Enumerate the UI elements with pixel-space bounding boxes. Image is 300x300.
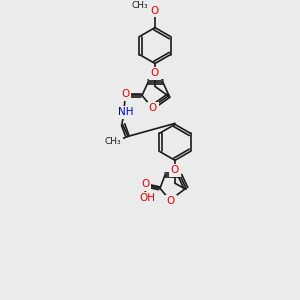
Text: O: O: [121, 89, 129, 99]
Text: OH: OH: [139, 193, 155, 203]
Text: CH₃: CH₃: [132, 1, 148, 10]
Text: O: O: [171, 165, 179, 175]
Text: O: O: [149, 103, 157, 113]
Text: O: O: [151, 6, 159, 16]
Text: O: O: [151, 68, 159, 79]
Text: NH: NH: [118, 107, 134, 117]
Text: CH₃: CH₃: [105, 137, 122, 146]
Text: O: O: [167, 196, 175, 206]
Text: O: O: [141, 179, 149, 189]
